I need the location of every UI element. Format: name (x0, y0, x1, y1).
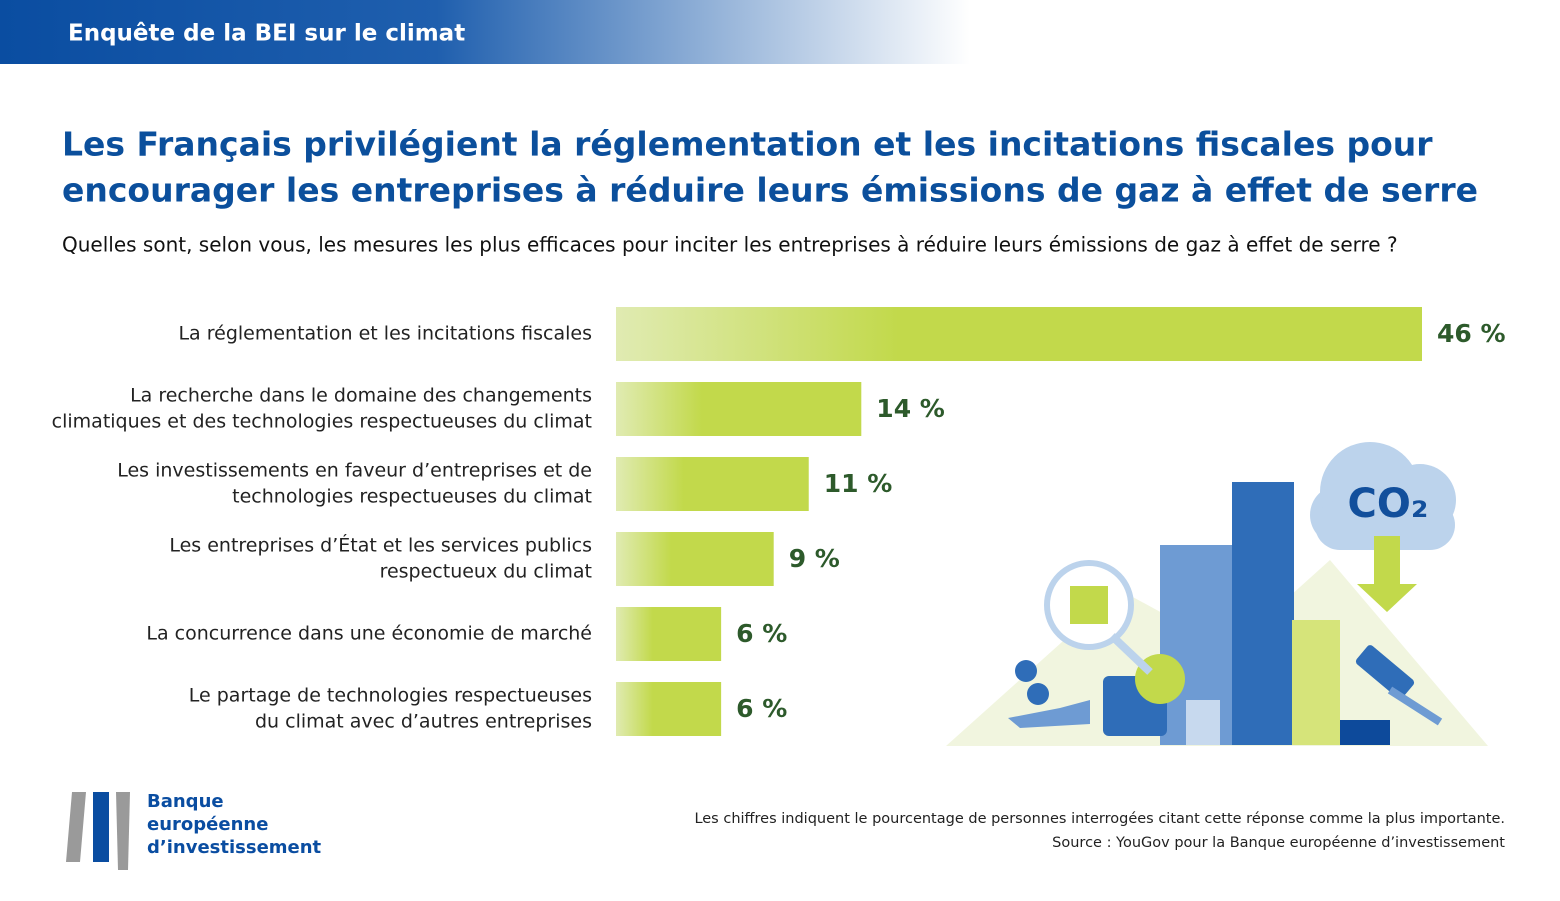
value-label: 9 % (789, 544, 840, 573)
bar (616, 307, 1422, 361)
category-label: Les entreprises d’État et les services p… (169, 534, 592, 557)
logo-text: Banque (147, 791, 224, 812)
header-band (0, 0, 970, 64)
category-label: Le partage de technologies respectueuses (189, 685, 592, 707)
category-label: respectueux du climat (380, 561, 592, 583)
subtitle: Quelles sont, selon vous, les mesures le… (62, 233, 1398, 257)
bar (616, 382, 862, 436)
logo-text: d’investissement (147, 837, 322, 858)
category-label: climatiques et des technologies respectu… (52, 411, 592, 433)
source: Source : YouGov pour la Banque européenn… (1052, 835, 1505, 851)
bar (616, 607, 722, 661)
logo: Banque européenne d’investissement (66, 791, 322, 870)
chart-title: encourager les entreprises à réduire leu… (62, 171, 1478, 210)
category-label: La recherche dans le domaine des changem… (130, 385, 592, 407)
category-label: du climat avec d’autres entreprises (255, 711, 592, 733)
co2-label: CO₂ (1348, 481, 1429, 527)
footnote: Les chiffres indiquent le pourcentage de… (694, 811, 1505, 827)
value-label: 6 % (736, 694, 787, 723)
value-label: 11 % (824, 469, 893, 498)
value-label: 6 % (736, 619, 787, 648)
category-label: La concurrence dans une économie de marc… (146, 623, 592, 645)
chart-title: Les Français privilégient la réglementat… (62, 125, 1433, 164)
category-label: Les investissements en faveur d’entrepri… (117, 460, 592, 482)
value-label: 14 % (876, 394, 945, 423)
illustration: CO₂ (946, 442, 1488, 746)
category-label: La réglementation et les incitations fis… (178, 323, 592, 345)
category-label: technologies respectueuses du climat (232, 486, 592, 508)
bar (616, 532, 774, 586)
bar (616, 682, 722, 736)
logo-text: européenne (147, 814, 268, 835)
value-label: 46 % (1437, 319, 1506, 348)
bar (616, 457, 809, 511)
header: Enquête de la BEI sur le climat (68, 21, 465, 47)
